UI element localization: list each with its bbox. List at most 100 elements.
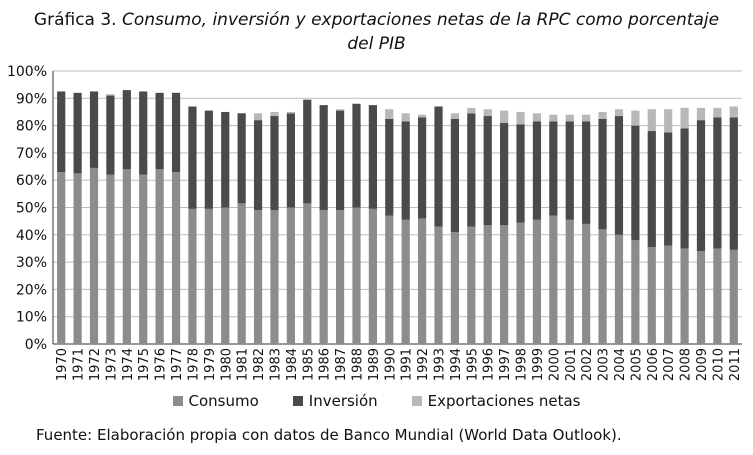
- bar-segment-consumo: [483, 225, 492, 344]
- bar-segment-inversion: [155, 92, 164, 170]
- bar-segment-inversion: [237, 113, 246, 204]
- bar-segment-consumo: [237, 203, 246, 344]
- bar-segment-exportaciones: [729, 106, 738, 118]
- x-tick-label: 2000: [547, 348, 562, 381]
- bar-segment-consumo: [500, 225, 509, 344]
- x-tick-label: 1989: [367, 348, 382, 381]
- bar-segment-inversion: [516, 124, 525, 223]
- bar-segment-inversion: [335, 110, 345, 211]
- bar-segment-consumo: [598, 229, 607, 344]
- bar-segment-consumo: [303, 203, 312, 344]
- legend-label-exportaciones: Exportaciones netas: [427, 392, 581, 410]
- bar-segment-exportaciones: [565, 114, 574, 122]
- bar-segment-inversion: [385, 118, 394, 216]
- bar-segment-exportaciones: [401, 113, 410, 122]
- bar-segment-consumo: [106, 174, 115, 344]
- bar-segment-inversion: [122, 90, 131, 170]
- legend-item-inversion: Inversión: [292, 392, 378, 410]
- x-tick-label: 2010: [711, 348, 726, 381]
- bar-segment-inversion: [483, 116, 492, 226]
- bar-segment-inversion: [647, 131, 656, 248]
- x-tick-label: 1974: [121, 348, 136, 381]
- chart-title-prefix: Gráfica 3.: [33, 10, 117, 30]
- y-tick-label: 20%: [16, 282, 47, 298]
- x-tick-label: 1973: [104, 348, 119, 381]
- bar-segment-inversion: [270, 116, 279, 211]
- chart-title: Gráfica 3. Consumo, inversión y exportac…: [0, 8, 753, 56]
- bar-segment-consumo: [467, 226, 476, 344]
- x-tick-label: 1976: [154, 348, 169, 381]
- x-tick-label: 1977: [170, 348, 185, 381]
- bar-segment-exportaciones: [500, 110, 509, 123]
- bar-segment-consumo: [155, 169, 164, 344]
- bar-segment-consumo: [664, 245, 673, 344]
- x-tick-label: 1990: [383, 348, 398, 381]
- bar-segment-consumo: [532, 219, 542, 344]
- legend-swatch-exportaciones: [411, 396, 422, 406]
- x-tick-label: 2002: [580, 348, 595, 381]
- bar-segment-exportaciones: [532, 113, 542, 122]
- y-tick-label: 90%: [16, 91, 47, 107]
- bar-segment-inversion: [614, 116, 624, 235]
- bar-segment-exportaciones: [516, 111, 525, 125]
- bar-segment-exportaciones: [696, 107, 706, 121]
- bar-segment-consumo: [418, 218, 427, 344]
- y-tick-label: 10%: [16, 310, 47, 326]
- legend-item-consumo: Consumo: [172, 392, 259, 410]
- x-tick-label: 1981: [236, 348, 251, 381]
- bar-segment-inversion: [598, 118, 607, 230]
- bar-segment-inversion: [89, 91, 99, 168]
- bar-segment-exportaciones: [631, 110, 640, 126]
- bar-segment-exportaciones: [418, 114, 427, 118]
- bar-segment-inversion: [188, 106, 197, 209]
- bar-segment-consumo: [631, 240, 640, 344]
- x-tick-label: 1978: [186, 348, 201, 381]
- x-tick-label: 1986: [318, 348, 333, 381]
- bar-segment-exportaciones: [614, 109, 624, 117]
- bar-segment-inversion: [631, 125, 640, 241]
- bar-segment-exportaciones: [467, 107, 476, 114]
- y-tick-label: 60%: [16, 173, 47, 189]
- x-tick-label: 1985: [301, 348, 316, 381]
- bar-segment-consumo: [171, 172, 181, 344]
- x-tick-label: 1997: [498, 348, 513, 381]
- x-tick-label: 1984: [285, 348, 300, 381]
- x-tick-label: 1982: [252, 348, 267, 381]
- y-tick-label: 70%: [16, 146, 47, 162]
- bar-segment-consumo: [696, 251, 706, 344]
- bar-segment-exportaciones: [253, 113, 263, 121]
- x-tick-label: 1992: [416, 348, 431, 381]
- legend: Consumo Inversión Exportaciones netas: [0, 392, 753, 410]
- x-tick-label: 1999: [531, 348, 546, 381]
- bar-segment-inversion: [73, 92, 82, 174]
- bar-segment-consumo: [89, 167, 99, 344]
- bar-segment-inversion: [500, 122, 509, 226]
- bar-segment-inversion: [352, 103, 361, 208]
- bar-segment-consumo: [73, 173, 82, 344]
- x-tick-label: 1972: [88, 348, 103, 381]
- bar-segment-consumo: [139, 174, 148, 344]
- bar-segment-exportaciones: [582, 114, 591, 122]
- bar-segment-consumo: [270, 210, 279, 344]
- bar-segment-exportaciones: [270, 111, 279, 117]
- legend-label-consumo: Consumo: [188, 392, 259, 410]
- x-tick-label: 1980: [219, 348, 234, 381]
- bar-segment-inversion: [565, 121, 574, 220]
- bar-segment-inversion: [582, 121, 591, 224]
- bar-segment-inversion: [286, 113, 295, 208]
- bar-segment-inversion: [221, 111, 230, 208]
- bar-segment-consumo: [352, 207, 361, 344]
- bar-segment-inversion: [303, 99, 312, 204]
- bar-segment-consumo: [450, 232, 460, 344]
- bar-segment-consumo: [204, 208, 213, 344]
- bar-segment-exportaciones: [335, 109, 345, 111]
- bar-segment-consumo: [57, 172, 66, 344]
- bar-segment-exportaciones: [713, 107, 722, 118]
- bar-segment-consumo: [516, 222, 525, 344]
- bar-segment-consumo: [729, 249, 738, 344]
- y-tick-label: 100%: [7, 64, 47, 80]
- y-tick-label: 0%: [25, 337, 47, 353]
- bar-segment-inversion: [696, 120, 706, 252]
- bar-segment-consumo: [188, 208, 197, 344]
- bar-segment-consumo: [401, 219, 410, 344]
